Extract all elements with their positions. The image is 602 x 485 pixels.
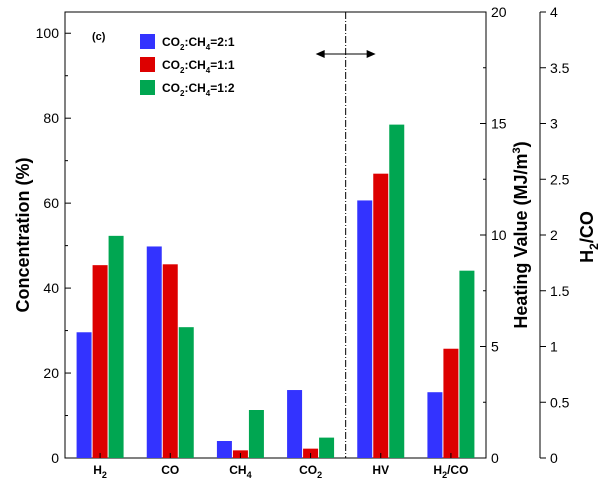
bar-cat5-series0 [427,392,443,458]
legend-label-0: CO2:CH4=2:1 [162,35,235,52]
left-tick-label-1: 20 [43,365,59,381]
bar-cat4-series0 [357,200,373,458]
plot-border [64,11,487,459]
panel-label: (c) [92,31,106,43]
legend-swatch-1 [140,57,155,72]
bar-cat0-series0 [76,332,92,458]
bar-cat5-series2 [459,270,475,458]
right1-tick-label-2: 10 [491,227,507,243]
right1-tick-label-1: 5 [491,339,499,355]
bar-cat0-series2 [108,235,124,458]
category-label-1: CO [161,463,179,477]
category-label-2: CH4 [229,463,251,480]
bar-cat2-series2 [248,410,264,458]
legend-swatch-2 [140,80,155,95]
bar-cat3-series0 [287,390,303,458]
right1-tick-label-0: 0 [491,450,499,466]
bar-cat3-series2 [319,437,335,458]
left-tick-label-0: 0 [51,450,59,466]
category-label-0: H2 [93,463,107,480]
left-tick-label-5: 100 [36,25,60,41]
bar-cat2-series0 [216,441,232,458]
bar-cat5-series1 [443,348,459,458]
bar-cat0-series1 [92,265,108,458]
right2-tick-label-6: 3 [550,116,558,132]
ticks [65,11,546,459]
category-label-5: H2/CO [433,463,468,480]
bars [76,124,475,459]
bar-cat4-series2 [389,124,405,459]
right2-tick-label-8: 4 [550,4,558,20]
right2-tick-label-7: 3.5 [550,60,570,76]
right2-tick-label-4: 2 [550,227,558,243]
bar-cat4-series1 [373,173,389,459]
right2-axis-title: H2/CO [577,211,601,263]
arrow-head-right [366,50,376,58]
legend-label-2: CO2:CH4=1:2 [162,81,235,98]
right1-tick-label-3: 15 [491,116,507,132]
category-label-4: HV [372,463,389,477]
right1-axis-title: Heating Value (MJ/m3) [511,141,531,328]
left-axis-title: Concentration (%) [13,157,33,312]
category-label-3: CO2 [299,463,322,480]
right2-tick-label-0: 0 [550,450,558,466]
right2-tick-label-1: 0.5 [550,394,570,410]
bar-cat1-series1 [162,264,178,458]
left-tick-label-3: 60 [43,195,59,211]
bar-cat1-series0 [146,246,162,458]
left-tick-label-4: 80 [43,110,59,126]
left-tick-label-2: 40 [43,280,59,296]
legend: CO2:CH4=2:1 CO2:CH4=1:1 CO2:CH4=1:2 [140,34,235,98]
labels: H2 CO CH4 CO2 HV H2/CO 0 20 40 60 80 100 0 5 10 15 20 0 0.… [13,4,601,480]
arrow-head-left [315,50,325,58]
bar-cat1-series2 [178,327,194,458]
right2-tick-label-5: 2.5 [550,171,570,187]
legend-swatch-0 [140,34,155,49]
legend-label-1: CO2:CH4=1:1 [162,58,235,75]
right2-tick-label-2: 1 [550,339,558,355]
right2-tick-label-3: 1.5 [550,283,570,299]
right1-tick-label-4: 20 [491,4,507,20]
